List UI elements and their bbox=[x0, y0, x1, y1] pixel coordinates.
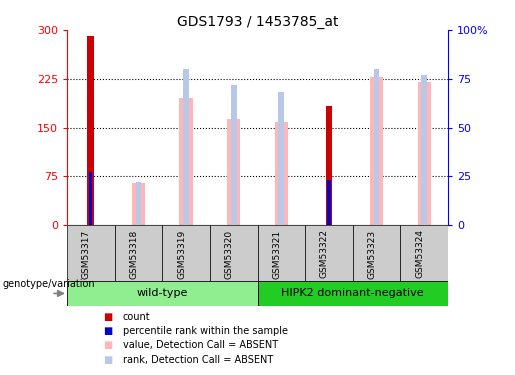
Text: GSM53319: GSM53319 bbox=[177, 230, 186, 279]
Bar bbox=[135, 182, 141, 225]
Text: GSM53320: GSM53320 bbox=[225, 230, 234, 279]
Bar bbox=[258, 225, 305, 281]
Text: GSM53318: GSM53318 bbox=[129, 230, 139, 279]
Text: ■: ■ bbox=[103, 312, 112, 322]
Text: ■: ■ bbox=[103, 355, 112, 364]
Bar bbox=[67, 225, 115, 281]
Text: ■: ■ bbox=[103, 326, 112, 336]
Bar bbox=[258, 281, 448, 306]
Text: HIPK2 dominant-negative: HIPK2 dominant-negative bbox=[282, 288, 424, 298]
Text: GSM53323: GSM53323 bbox=[368, 230, 376, 279]
Text: percentile rank within the sample: percentile rank within the sample bbox=[123, 326, 287, 336]
Bar bbox=[231, 85, 236, 225]
Bar bbox=[353, 225, 401, 281]
Bar bbox=[418, 82, 431, 225]
Bar bbox=[67, 281, 258, 306]
Bar bbox=[421, 75, 427, 225]
Bar bbox=[89, 172, 92, 225]
Bar bbox=[305, 225, 353, 281]
Text: count: count bbox=[123, 312, 150, 322]
Text: GSM53317: GSM53317 bbox=[82, 230, 91, 279]
Bar bbox=[325, 106, 332, 225]
Text: wild-type: wild-type bbox=[136, 288, 188, 298]
Bar bbox=[114, 225, 162, 281]
Bar bbox=[370, 77, 383, 225]
Bar bbox=[162, 225, 210, 281]
Text: rank, Detection Call = ABSENT: rank, Detection Call = ABSENT bbox=[123, 355, 273, 364]
Text: ■: ■ bbox=[103, 340, 112, 350]
Bar bbox=[401, 225, 448, 281]
Text: GSM53322: GSM53322 bbox=[320, 230, 329, 279]
Bar bbox=[374, 69, 380, 225]
Bar bbox=[274, 122, 288, 225]
Bar bbox=[227, 119, 241, 225]
Bar bbox=[210, 225, 258, 281]
Text: value, Detection Call = ABSENT: value, Detection Call = ABSENT bbox=[123, 340, 278, 350]
Bar bbox=[183, 69, 189, 225]
Text: GSM53324: GSM53324 bbox=[415, 230, 424, 279]
Bar bbox=[132, 183, 145, 225]
Text: genotype/variation: genotype/variation bbox=[3, 279, 95, 289]
Title: GDS1793 / 1453785_at: GDS1793 / 1453785_at bbox=[177, 15, 338, 29]
Bar bbox=[279, 92, 284, 225]
Bar bbox=[88, 36, 94, 225]
Bar bbox=[179, 98, 193, 225]
Text: GSM53321: GSM53321 bbox=[272, 230, 281, 279]
Bar bbox=[328, 180, 331, 225]
